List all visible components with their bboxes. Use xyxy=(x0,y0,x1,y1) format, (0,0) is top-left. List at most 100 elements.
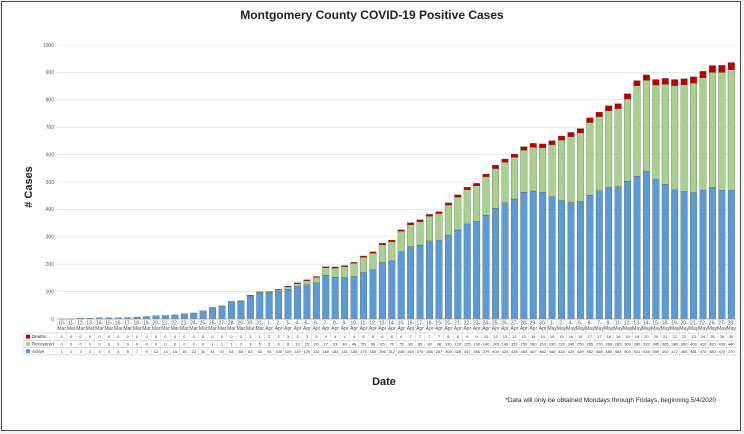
bar-recovered xyxy=(595,116,603,191)
table-cell: 480 xyxy=(709,349,716,354)
x-tick-label: 1- xyxy=(550,321,555,327)
bar-active xyxy=(360,272,367,320)
table-cell: 0 xyxy=(79,334,82,339)
table-cell: 0 xyxy=(155,334,158,339)
bar-deaths xyxy=(378,242,386,245)
bar-deaths xyxy=(529,143,537,148)
bar-recovered xyxy=(727,69,735,191)
bar-active xyxy=(209,307,217,320)
bar-recovered xyxy=(303,280,311,285)
table-cell: 22 xyxy=(672,334,677,339)
bar-active xyxy=(708,187,716,320)
table-cell: 347 xyxy=(464,349,471,354)
table-cell: 40 xyxy=(342,341,347,346)
x-tick-label: May xyxy=(557,326,567,332)
x-tick-label: 19- xyxy=(435,321,443,327)
table-cell: 462 xyxy=(539,349,546,354)
table-cell: 4 xyxy=(353,334,356,339)
table-cell: 63 xyxy=(229,349,234,354)
x-tick-label: May xyxy=(632,326,642,332)
table-cell: 206 xyxy=(379,349,386,354)
table-cell: 2 xyxy=(278,334,281,339)
y-tick-label: 600 xyxy=(46,152,55,158)
x-tick-label: Apr xyxy=(322,326,330,332)
table-cell: 18 xyxy=(616,334,621,339)
table-cell: 465 xyxy=(681,349,688,354)
x-tick-label: May xyxy=(576,326,586,332)
table-cell: 160 xyxy=(322,349,329,354)
table-cell: 287 xyxy=(436,349,443,354)
table-cell: 6 xyxy=(381,334,384,339)
table-cell: 5 xyxy=(372,334,375,339)
table-cell: 390 xyxy=(681,341,688,346)
bar-recovered xyxy=(633,85,641,177)
bar-deaths xyxy=(642,74,650,81)
bar-active xyxy=(312,282,320,320)
y-tick-label: 400 xyxy=(46,207,55,213)
bar-active xyxy=(520,192,528,320)
x-tick-label: 26- xyxy=(501,321,509,327)
table-cell: 24 xyxy=(701,334,706,339)
table-cell: 8 xyxy=(287,341,290,346)
x-tick-label: 17- xyxy=(124,321,132,327)
x-tick-label: 30- xyxy=(539,321,547,327)
bar-active xyxy=(633,176,641,320)
bar-recovered xyxy=(661,84,669,185)
x-tick-label: Mar xyxy=(105,326,114,332)
x-tick-label: 18- xyxy=(662,321,670,327)
y-tick-label: 200 xyxy=(46,262,55,268)
x-tick-label: 24- xyxy=(190,321,198,327)
table-cell: 3 xyxy=(79,349,82,354)
x-tick-label: 15- xyxy=(398,321,406,327)
bar-recovered xyxy=(407,224,415,247)
bar-recovered xyxy=(426,216,433,242)
bar-deaths xyxy=(331,266,339,269)
x-tick-label: 15- xyxy=(652,321,660,327)
y-tick-label: 1000 xyxy=(43,43,54,49)
table-cell: 5 xyxy=(362,334,365,339)
bar-deaths xyxy=(350,262,358,264)
x-tick-label: 29- xyxy=(237,321,245,327)
bar-deaths xyxy=(690,76,697,84)
x-tick-label: Apr xyxy=(416,326,424,332)
x-tick-label: Apr xyxy=(275,326,283,332)
bar-active xyxy=(727,190,735,320)
table-cell: 345 xyxy=(652,341,659,346)
bar-deaths xyxy=(444,202,452,206)
table-cell: 380 xyxy=(671,341,678,346)
table-cell: 0 xyxy=(70,341,73,346)
bar-recovered xyxy=(529,147,537,192)
bar-deaths xyxy=(360,255,367,258)
bar-deaths xyxy=(633,80,641,86)
x-tick-label: Mar xyxy=(171,326,180,332)
bar-active xyxy=(369,269,377,320)
table-cell: 0 xyxy=(127,334,130,339)
table-cell: 151 xyxy=(341,349,348,354)
x-tick-label: 16- xyxy=(407,321,415,327)
table-cell: 7 xyxy=(438,334,441,339)
x-tick-label: Mar xyxy=(255,326,264,332)
bar-deaths xyxy=(284,285,292,288)
bar-deaths xyxy=(482,173,490,177)
table-cell: 153 xyxy=(520,341,527,346)
bar-deaths xyxy=(727,62,735,70)
table-cell: 25 xyxy=(710,334,715,339)
bar-deaths xyxy=(388,239,396,242)
bar-active xyxy=(228,301,235,320)
bar-deaths xyxy=(520,146,528,151)
x-tick-label: 20- xyxy=(681,321,689,327)
bar-recovered xyxy=(718,72,726,191)
x-tick-label: 14- xyxy=(643,321,651,327)
table-cell: 19 xyxy=(625,334,630,339)
table-cell: 5 xyxy=(268,341,271,346)
table-cell: 125 xyxy=(464,341,471,346)
x-tick-label: Apr xyxy=(482,326,490,332)
bar-recovered xyxy=(558,139,565,201)
bar-active xyxy=(482,215,490,320)
table-cell: 0 xyxy=(211,334,214,339)
bar-recovered xyxy=(671,85,679,190)
bars xyxy=(58,62,735,320)
gridlines xyxy=(57,44,736,320)
x-tick-label: May xyxy=(698,326,708,332)
bar-recovered xyxy=(237,300,245,302)
